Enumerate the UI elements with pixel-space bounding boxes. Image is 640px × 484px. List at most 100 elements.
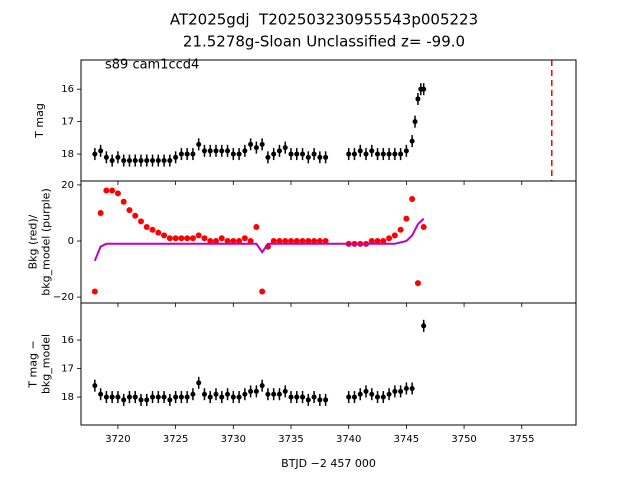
- x-tick-label: 3740: [336, 434, 361, 445]
- data-point: [98, 148, 104, 154]
- x-tick-label: 3745: [394, 434, 419, 445]
- x-axis-label: BTJD −2 457 000: [281, 457, 376, 470]
- data-point: [213, 238, 219, 245]
- data-point: [276, 391, 282, 397]
- data-point: [300, 394, 306, 400]
- data-point: [391, 232, 398, 239]
- data-point: [92, 383, 98, 389]
- data-point: [184, 151, 190, 157]
- data-point: [317, 154, 323, 160]
- data-point: [409, 195, 416, 202]
- y-tick-label: 0: [68, 236, 74, 247]
- data-point: [403, 386, 409, 392]
- data-point: [207, 148, 213, 154]
- data-point: [219, 394, 225, 400]
- data-point: [270, 238, 277, 245]
- data-point: [322, 238, 329, 245]
- y-axis-label: bkg_model: [40, 334, 53, 394]
- y-tick-label: 17: [61, 117, 74, 128]
- data-point: [392, 151, 398, 157]
- data-point: [288, 151, 294, 157]
- data-point: [357, 391, 363, 397]
- data-point: [293, 238, 300, 245]
- data-point: [109, 394, 115, 400]
- data-point: [409, 386, 415, 392]
- data-point: [236, 151, 242, 157]
- data-point: [201, 148, 207, 154]
- data-point: [380, 238, 387, 245]
- data-point: [196, 380, 202, 386]
- data-point: [420, 223, 427, 230]
- y-axis-label: bkg_model (purple): [40, 188, 53, 295]
- data-point: [115, 394, 121, 400]
- data-point: [103, 187, 110, 194]
- y-tick-label: 16: [61, 335, 74, 346]
- data-point: [288, 394, 294, 400]
- data-point: [201, 391, 207, 397]
- data-point: [121, 397, 127, 403]
- data-point: [276, 148, 282, 154]
- x-tick-label: 3735: [278, 434, 303, 445]
- data-point: [143, 223, 150, 230]
- data-point: [271, 391, 277, 397]
- data-point: [218, 235, 225, 242]
- data-point: [282, 388, 288, 394]
- x-tick-label: 3730: [221, 434, 246, 445]
- data-point: [224, 238, 231, 245]
- data-point: [282, 238, 289, 245]
- data-point: [421, 323, 427, 329]
- data-point: [409, 138, 415, 144]
- data-point: [150, 158, 156, 164]
- data-point: [421, 86, 427, 92]
- data-point: [368, 238, 375, 245]
- data-point: [155, 229, 162, 236]
- data-point: [398, 151, 404, 157]
- data-point: [265, 154, 271, 160]
- x-tick-label: 3720: [105, 434, 130, 445]
- data-point: [196, 141, 202, 147]
- data-point: [103, 394, 109, 400]
- data-point: [236, 394, 242, 400]
- data-point: [294, 151, 300, 157]
- data-point: [375, 394, 381, 400]
- data-point: [398, 388, 404, 394]
- data-point: [380, 394, 386, 400]
- data-point: [412, 119, 418, 125]
- chart-title: 21.5278g-Sloan Unclassified z= -99.0: [183, 33, 465, 51]
- y-tick-label: 18: [61, 392, 74, 403]
- data-point: [271, 151, 277, 157]
- data-point: [282, 145, 288, 151]
- y-tick-label: 17: [61, 364, 74, 375]
- data-point: [248, 141, 254, 147]
- data-point: [97, 209, 104, 216]
- data-point: [230, 238, 237, 245]
- data-point: [184, 235, 191, 242]
- data-point: [311, 394, 317, 400]
- data-point: [103, 154, 109, 160]
- data-point: [230, 151, 236, 157]
- data-point: [363, 388, 369, 394]
- data-point: [207, 238, 214, 245]
- data-point: [403, 148, 409, 154]
- data-point: [155, 394, 161, 400]
- data-point: [138, 218, 144, 225]
- data-point: [166, 235, 173, 242]
- data-point: [213, 391, 219, 397]
- data-point: [189, 235, 196, 242]
- panel-frame: [80, 59, 577, 182]
- data-point: [161, 394, 167, 400]
- annotation: s89 cam1ccd4: [105, 58, 199, 73]
- data-point: [403, 215, 410, 222]
- data-point: [150, 394, 156, 400]
- y-axis-label: Bkg (red)/: [27, 214, 40, 269]
- data-point: [138, 158, 144, 164]
- data-point: [149, 226, 156, 233]
- data-point: [259, 383, 265, 389]
- data-point: [132, 394, 138, 400]
- data-point: [195, 232, 202, 239]
- data-point: [121, 158, 127, 164]
- data-point: [259, 288, 266, 295]
- data-point: [178, 151, 184, 157]
- data-point: [346, 394, 352, 400]
